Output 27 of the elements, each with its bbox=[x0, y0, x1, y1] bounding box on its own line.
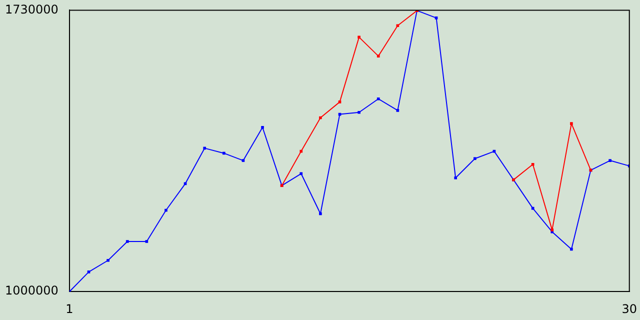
point bbox=[338, 100, 342, 104]
y-tick-label: 1730000 bbox=[4, 2, 58, 16]
point bbox=[570, 248, 573, 251]
point bbox=[145, 240, 148, 243]
point bbox=[126, 240, 129, 243]
x-tick-label: 30 bbox=[622, 302, 638, 316]
point bbox=[87, 270, 90, 274]
x-tick-label: 1 bbox=[66, 302, 74, 316]
point bbox=[434, 16, 438, 20]
point bbox=[531, 206, 534, 210]
point bbox=[319, 116, 322, 120]
point bbox=[376, 54, 380, 58]
point bbox=[531, 162, 534, 166]
point bbox=[300, 172, 303, 176]
point bbox=[376, 97, 380, 100]
y-tick-label: 1000000 bbox=[4, 284, 58, 298]
point bbox=[300, 150, 303, 153]
point bbox=[473, 157, 476, 160]
point bbox=[358, 36, 360, 39]
point bbox=[222, 152, 226, 155]
point bbox=[242, 159, 245, 162]
point bbox=[164, 208, 168, 212]
point bbox=[203, 146, 206, 150]
point bbox=[454, 176, 458, 180]
point bbox=[396, 109, 400, 112]
point bbox=[319, 212, 322, 216]
point bbox=[396, 24, 400, 28]
